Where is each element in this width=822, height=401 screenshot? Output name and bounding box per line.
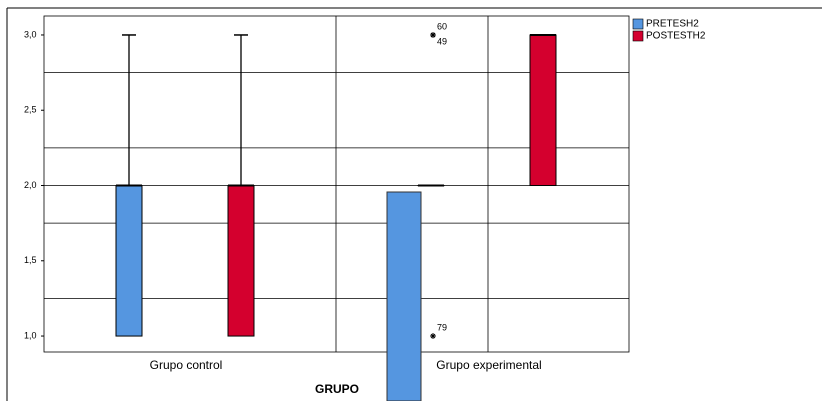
outlier-label: 49 [437,36,447,46]
outlier [430,333,436,340]
outlier-label: 60 [437,21,447,31]
y-tick-label: 2,0 [24,180,37,190]
render-artifact [386,191,422,401]
box [227,185,255,337]
plot-area [43,15,630,353]
legend-label: POSTESTH2 [646,31,706,42]
box [115,185,143,337]
y-tick-label: 2,5 [24,105,37,115]
legend-swatch [632,18,644,30]
y-tick-label: 1,5 [24,255,37,265]
y-tick-label: 1,0 [24,330,37,340]
outlier-label: 79 [437,322,447,332]
legend-label: PRETESH2 [646,19,699,30]
outlier [430,31,436,38]
box [529,34,557,187]
x-tick-label: Grupo control [150,358,223,372]
x-axis-title: GRUPO [315,382,359,396]
y-tick-label: 3,0 [24,29,37,39]
legend-swatch [632,30,644,42]
x-tick-label: Grupo experimental [436,358,541,372]
